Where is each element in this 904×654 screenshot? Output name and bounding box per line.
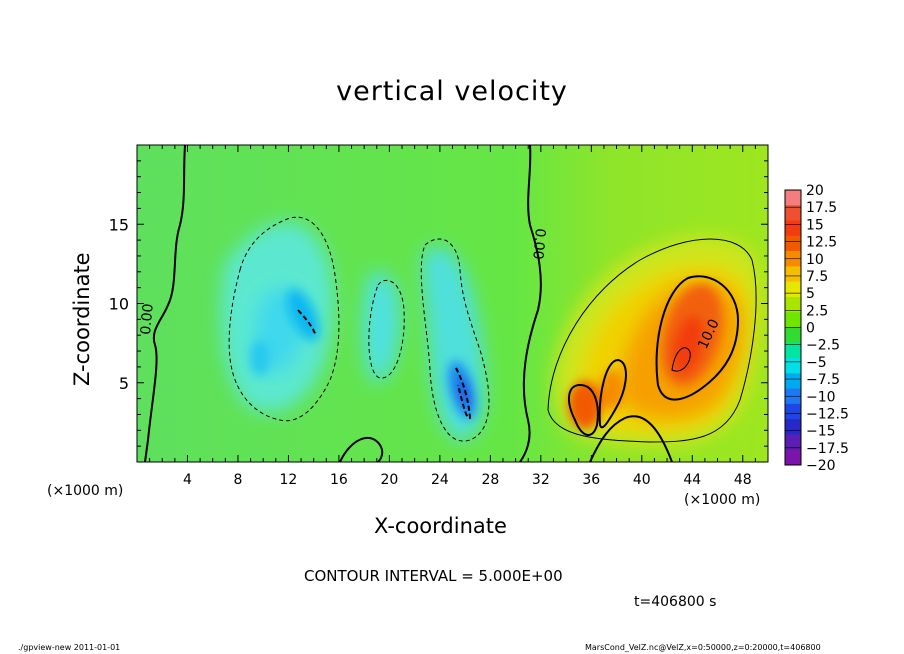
- colorbar-label: 12.5: [806, 235, 837, 251]
- footer-right: MarsCond_VelZ.nc@VelZ,x=0:50000,z=0:2000…: [585, 643, 821, 652]
- x-tick-label: 20: [380, 472, 398, 488]
- colorbar-label: −17.5: [806, 441, 849, 457]
- x-tick-label: 28: [481, 472, 499, 488]
- y-tick-label: 5: [119, 374, 129, 393]
- colorbar-swatch: [785, 296, 801, 313]
- x-tick-label: 36: [582, 472, 600, 488]
- contour-10-lobe-right: [598, 358, 627, 429]
- colorbar-swatch: [785, 434, 801, 451]
- contour-15: [671, 347, 691, 372]
- colorbar-label: −5: [806, 355, 827, 371]
- contour-label-zero-middle: 0.00: [529, 228, 548, 260]
- colorbar-swatch: [785, 358, 801, 374]
- colorbar-label: −7.5: [806, 372, 840, 388]
- contour-lines: [144, 145, 757, 462]
- colorbar-swatch: [785, 403, 801, 420]
- contour-labels: 0.00 0.00 10.0: [138, 228, 723, 352]
- y-axis: 5 10 15: [109, 160, 768, 447]
- x-tick-label: 4: [183, 472, 192, 488]
- colorbar-label: 5: [806, 286, 815, 302]
- contour-neg10-left: [297, 309, 317, 337]
- colorbar-swatch: [785, 449, 801, 466]
- x-unit-left: (×1000 m): [47, 483, 124, 499]
- colorbar-label: −2.5: [806, 338, 840, 354]
- time-stamp: t=406800 s: [634, 594, 717, 610]
- contour-10-main: [655, 275, 740, 401]
- colorbar-swatch: [785, 235, 801, 252]
- colorbar-label: 17.5: [806, 200, 837, 216]
- colorbar-swatch: [785, 312, 801, 328]
- colorbar-label: −12.5: [806, 406, 849, 422]
- colorbar-label: 20: [806, 183, 824, 199]
- colorbar-label: 10: [806, 252, 824, 268]
- x-tick-label: 8: [233, 472, 242, 488]
- x-tick-label: 24: [431, 472, 449, 488]
- contour-neg5-middle: [368, 279, 405, 379]
- chart-title: vertical velocity: [336, 76, 568, 107]
- colorbar-swatch: [785, 266, 801, 283]
- colorbar-swatch: [785, 281, 801, 298]
- colorbar-swatch: [785, 342, 801, 359]
- updraft-cores: [568, 284, 723, 429]
- colorbar-swatch: [785, 220, 801, 237]
- y-tick-label: 10: [109, 295, 129, 314]
- heatmap-field: 0.00 0.00 10.0: [137, 145, 768, 462]
- zero-contour-middle: [519, 145, 542, 462]
- x-unit-right: (×1000 m): [684, 492, 761, 508]
- colorbar-label: 15: [806, 217, 824, 233]
- footer-left: ./gpview-new 2011-01-01: [18, 643, 121, 652]
- colorbar-label: 7.5: [806, 269, 828, 285]
- colorbar-swatch: [785, 419, 801, 435]
- contour-10-lobe-left: [568, 383, 599, 436]
- zero-contour-bottom-right: [589, 415, 673, 462]
- colorbar-label: −15: [806, 424, 836, 440]
- colorbar-swatch: [785, 373, 801, 390]
- x-axis-label: X-coordinate: [374, 514, 507, 538]
- contour-label-zero-left: 0.00: [138, 303, 157, 335]
- zero-contour-bottom: [339, 436, 384, 462]
- colorbar-swatch: [785, 205, 801, 222]
- x-tick-label: 12: [280, 472, 298, 488]
- x-tick-label: 16: [330, 472, 348, 488]
- y-axis-label: Z-coordinate: [70, 252, 94, 386]
- downdraft-cores: [250, 289, 476, 420]
- contour-5: [547, 238, 757, 443]
- colorbar-label: −20: [806, 458, 836, 474]
- contour-neg5-right: [420, 238, 490, 442]
- colorbar-label: −10: [806, 389, 836, 405]
- x-tick-label: 48: [734, 472, 752, 488]
- x-axis: 4 8 12 16 20 24 28 32 36 40 44 48: [149, 145, 756, 488]
- x-tick-label: 40: [633, 472, 651, 488]
- colorbar-swatch: [785, 327, 801, 344]
- colorbar-swatch: [785, 190, 801, 206]
- x-tick-label: 32: [532, 472, 550, 488]
- contour-neg5-left: [228, 216, 340, 422]
- zero-contour-left: [144, 145, 186, 462]
- x-tick-label: 44: [683, 472, 701, 488]
- colorbar-label: 2.5: [806, 303, 828, 319]
- colorbar-label: 0: [806, 321, 815, 337]
- contour-interval-label: CONTOUR INTERVAL = 5.000E+00: [304, 567, 563, 585]
- contour-neg10-right: [455, 367, 472, 419]
- y-tick-label: 15: [109, 215, 129, 234]
